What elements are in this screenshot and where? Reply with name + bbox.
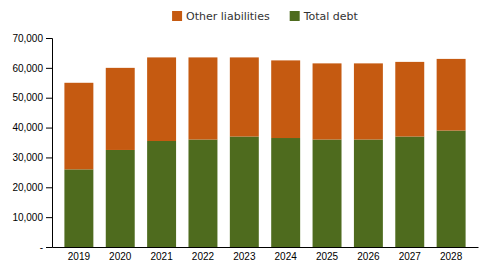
y-tick-line: [46, 98, 52, 99]
bar: [188, 140, 217, 247]
bar: [354, 140, 383, 247]
y-tick-label: -: [40, 242, 43, 253]
y-tick: 70,000: [12, 33, 52, 44]
bar: [437, 131, 466, 247]
x-tick: 2023: [233, 247, 256, 262]
bar: [64, 83, 93, 170]
chart-svg: 2019 2020 2021 2022 2023 2024 2025 2026 2027 2028…: [0, 0, 493, 273]
y-axis-line: [46, 39, 53, 248]
x-tick-label: 2020: [109, 251, 132, 262]
x-tick-label: 2023: [233, 251, 256, 262]
y-axis: - 10,000 20,000 30,000 40,000 50,000 60,000 70,…: [12, 33, 52, 253]
bar: [437, 59, 466, 131]
y-tick-line: [46, 217, 52, 218]
x-tick: 2022: [192, 247, 215, 262]
bar: [271, 138, 300, 247]
bar: [313, 63, 342, 139]
y-tick-label: 30,000: [12, 152, 43, 163]
y-tick-line: [46, 128, 52, 129]
y-tick: 50,000: [12, 92, 52, 103]
y-tick-line: [46, 38, 52, 39]
y-tick-label: 70,000: [12, 33, 43, 44]
x-tick: 2024: [275, 247, 298, 262]
bar: [395, 62, 424, 137]
x-tick-label: 2027: [399, 251, 422, 262]
y-tick: -: [40, 242, 52, 253]
legend-label: Total debt: [303, 10, 359, 23]
x-tick-label: 2028: [440, 251, 463, 262]
x-tick-label: 2025: [316, 251, 339, 262]
x-axis-line: [53, 247, 479, 248]
y-tick: 60,000: [12, 63, 52, 74]
bar: [64, 169, 93, 247]
bar: [106, 68, 135, 150]
plot: 2019 2020 2021 2022 2023 2024 2025 2026 2027 2028…: [12, 33, 478, 262]
y-tick-line: [46, 187, 52, 188]
y-tick-line: [46, 157, 52, 158]
x-tick-label: 2021: [150, 251, 173, 262]
bar-series: [64, 57, 465, 169]
x-tick-label: 2026: [357, 251, 380, 262]
bar: [354, 63, 383, 139]
x-tick-label: 2024: [275, 251, 298, 262]
bar: [147, 57, 176, 141]
y-tick: 10,000: [12, 212, 52, 223]
x-tick: 2025: [316, 247, 339, 262]
x-axis: 2019 2020 2021 2022 2023 2024 2025 2026 2027 2028: [53, 247, 479, 262]
y-tick: 20,000: [12, 182, 52, 193]
bar: [313, 140, 342, 247]
y-tick-label: 40,000: [12, 122, 43, 133]
legend-item: Total debt: [290, 10, 359, 23]
y-tick-label: 50,000: [12, 92, 43, 103]
legend-swatch: [172, 11, 182, 21]
y-tick: 30,000: [12, 152, 52, 163]
legend-label: Other liabilities: [186, 10, 270, 23]
legend-item: Other liabilities: [172, 10, 270, 23]
bar: [230, 57, 259, 136]
bar: [230, 137, 259, 247]
y-tick-label: 60,000: [12, 63, 43, 74]
y-tick-line: [46, 247, 52, 248]
x-tick-label: 2022: [192, 251, 215, 262]
x-tick: 2028: [440, 247, 463, 262]
x-tick: 2027: [399, 247, 422, 262]
bar: [147, 141, 176, 247]
legend: Other liabilities Total debt: [172, 10, 359, 23]
y-tick-label: 10,000: [12, 212, 43, 223]
y-tick-label: 20,000: [12, 182, 43, 193]
y-tick-line: [46, 68, 52, 69]
bar: [188, 57, 217, 139]
bar: [271, 60, 300, 138]
bars: [64, 57, 465, 247]
x-tick: 2019: [68, 247, 91, 262]
x-tick: 2021: [150, 247, 173, 262]
x-tick: 2020: [109, 247, 132, 262]
bar: [395, 137, 424, 247]
bar: [106, 150, 135, 247]
x-tick: 2026: [357, 247, 380, 262]
x-tick-label: 2019: [68, 251, 91, 262]
legend-swatch: [290, 11, 300, 21]
y-tick: 40,000: [12, 122, 52, 133]
chart-container: 2019 2020 2021 2022 2023 2024 2025 2026 2027 2028…: [0, 0, 493, 273]
